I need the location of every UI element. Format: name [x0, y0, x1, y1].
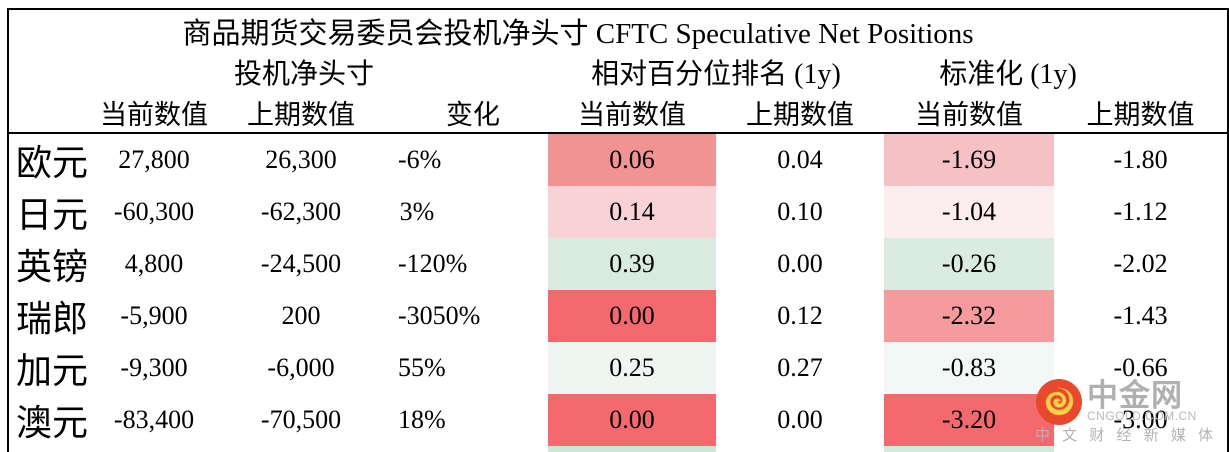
- table-header: 商品期货交易委员会投机净头寸 CFTC Speculative Net Posi…: [8, 9, 1229, 133]
- percentile-previous-cell: 0.10: [777, 197, 823, 226]
- change-cell: 59%: [398, 446, 548, 452]
- previous-value-cell: -70,500: [260, 405, 342, 434]
- currency-label: 澳元: [16, 403, 89, 443]
- current-value-cell: -60,300: [113, 197, 195, 226]
- sub-header-row: 当前数值 上期数值 变化 当前数值 上期数值 当前数值 上期数值: [8, 92, 1228, 133]
- current-value-cell: 4,800: [124, 249, 184, 278]
- percentile-current-cell: 0.00: [548, 290, 716, 342]
- current-value-cell: -5,900: [120, 301, 188, 330]
- currency-label: 日元: [16, 195, 89, 235]
- standardized-previous-cell: -1.43: [1113, 301, 1168, 330]
- previous-value-cell: -6,000: [267, 353, 335, 382]
- standardized-current-cell: -1.69: [884, 133, 1054, 186]
- change-cell: 18%: [398, 405, 446, 434]
- percentile-current-cell: 0.06: [548, 133, 716, 186]
- group-header-standardized-1y: 标准化 (1y): [939, 59, 1077, 90]
- previous-value-cell: 3,900: [238, 446, 398, 452]
- table-row: 瑞郎 -5,900 200 -3050% 0.00 0.12 -2.32 -1.…: [8, 290, 1228, 342]
- percentile-previous-cell: 0.00: [777, 405, 823, 434]
- standardized-previous-cell: -0.64: [1054, 446, 1228, 452]
- currency-label: 英镑: [16, 247, 89, 287]
- group-header-row: 投机净头寸 相对百分位排名 (1y) 标准化 (1y): [8, 52, 1228, 92]
- sub-header-pct-current-value: 当前数值: [578, 99, 686, 130]
- table-row: 加元 -9,300 -6,000 55% 0.25 0.27 -0.83 -0.…: [8, 342, 1228, 394]
- current-value-cell: 6,200: [98, 446, 238, 452]
- group-header-speculative-net-positions: 投机净头寸: [233, 59, 374, 90]
- group-header-percentile-rank-1y: 相对百分位排名 (1y): [591, 59, 841, 90]
- title-row: 商品期货交易委员会投机净头寸 CFTC Speculative Net Posi…: [8, 9, 1228, 52]
- change-cell: -120%: [398, 249, 468, 278]
- standardized-current-cell: -0.83: [884, 342, 1054, 394]
- current-value-cell: 27,800: [118, 145, 190, 174]
- table-row: 澳元 -83,400 -70,500 18% 0.00 0.00 -3.20 -…: [8, 394, 1228, 446]
- table-body: 欧元 27,800 26,300 -6% 0.06 0.04 -1.69 -1.…: [8, 133, 1228, 452]
- table-row: 欧元 27,800 26,300 -6% 0.06 0.04 -1.69 -1.…: [8, 133, 1228, 186]
- standardized-previous-cell: -1.12: [1113, 197, 1168, 226]
- standardized-current-cell: -1.04: [884, 186, 1054, 238]
- standardized-previous-cell: -3.00: [1113, 405, 1168, 434]
- change-cell: -6%: [398, 145, 442, 174]
- previous-value-cell: 200: [281, 301, 321, 330]
- percentile-current-cell: 0.47: [548, 446, 716, 452]
- sub-header-change: 变化: [446, 99, 500, 130]
- percentile-current-cell: 0.25: [548, 342, 716, 394]
- sub-header-current-value: 当前数值: [100, 99, 208, 130]
- previous-value-cell: -24,500: [260, 249, 342, 278]
- currency-label: 瑞郎: [16, 299, 89, 339]
- previous-value-cell: 26,300: [265, 145, 337, 174]
- standardized-current-cell: -2.32: [884, 290, 1054, 342]
- currency-label: 纽元: [8, 446, 98, 452]
- change-cell: 55%: [398, 353, 446, 382]
- standardized-previous-cell: -0.66: [1113, 353, 1168, 382]
- previous-value-cell: -62,300: [260, 197, 342, 226]
- table-row: 日元 -60,300 -62,300 3% 0.14 0.10 -1.04 -1…: [8, 186, 1228, 238]
- currency-label: 欧元: [16, 143, 89, 183]
- standardized-previous-cell: -1.80: [1113, 145, 1168, 174]
- percentile-current-cell: 0.00: [548, 394, 716, 446]
- table-title: 商品期货交易委员会投机净头寸 CFTC Speculative Net Posi…: [182, 18, 974, 50]
- percentile-previous-cell: 0.00: [777, 249, 823, 278]
- standardized-current-cell: -3.20: [884, 394, 1054, 446]
- standardized-previous-cell: -2.02: [1113, 249, 1168, 278]
- percentile-previous-cell: 0.27: [777, 353, 823, 382]
- current-value-cell: -9,300: [120, 353, 188, 382]
- table-row: 纽元 6,200 3,900 59% 0.47 0.31 -0.19 -0.64: [8, 446, 1228, 452]
- currency-label: 加元: [16, 351, 89, 391]
- table-row: 英镑 4,800 -24,500 -120% 0.39 0.00 -0.26 -…: [8, 238, 1228, 290]
- sub-header-pct-previous-value: 上期数值: [746, 99, 854, 130]
- cftc-positions-table: 商品期货交易委员会投机净头寸 CFTC Speculative Net Posi…: [7, 8, 1229, 452]
- standardized-current-cell: -0.26: [884, 238, 1054, 290]
- percentile-previous-cell: 0.12: [777, 301, 823, 330]
- sub-header-previous-value: 上期数值: [247, 99, 355, 130]
- group-header-empty: [8, 52, 98, 92]
- percentile-current-cell: 0.14: [548, 186, 716, 238]
- change-cell: -3050%: [398, 301, 481, 330]
- change-cell: 3%: [399, 197, 435, 226]
- percentile-current-cell: 0.39: [548, 238, 716, 290]
- current-value-cell: -83,400: [113, 405, 195, 434]
- sub-header-std-previous-value: 上期数值: [1086, 99, 1195, 130]
- sub-header-empty: [8, 92, 98, 133]
- percentile-previous-cell: 0.04: [777, 145, 823, 174]
- percentile-previous-cell: 0.31: [716, 446, 884, 452]
- sub-header-std-current-value: 当前数值: [915, 99, 1023, 130]
- standardized-current-cell: -0.19: [884, 446, 1054, 452]
